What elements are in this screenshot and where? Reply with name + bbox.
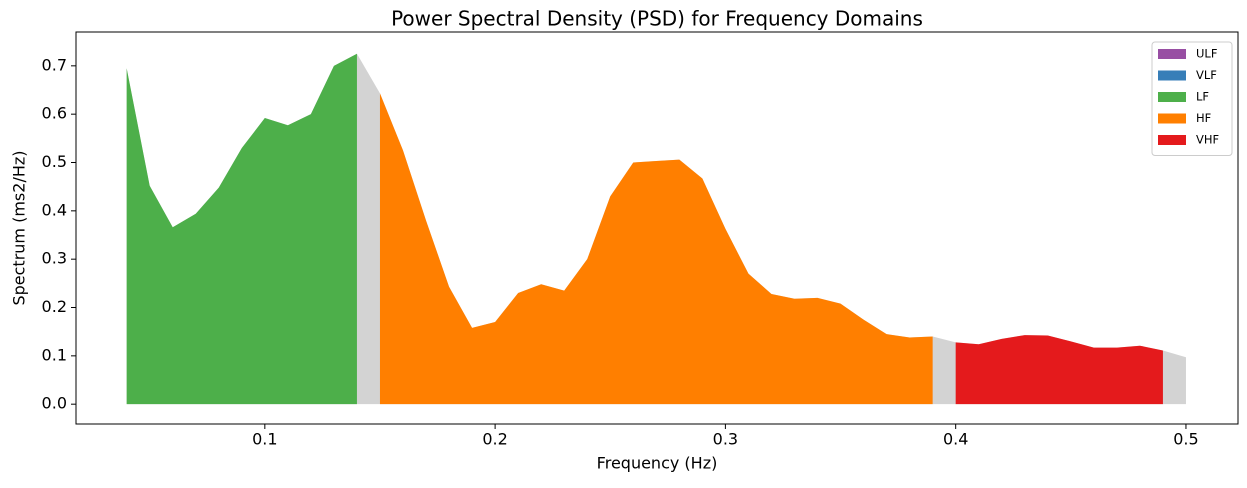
- legend-label: VHF: [1196, 133, 1219, 147]
- legend-swatch: [1158, 92, 1186, 102]
- band-area: [955, 335, 1163, 405]
- y-tick-label: 0.5: [42, 152, 67, 171]
- legend-label: LF: [1196, 90, 1209, 104]
- y-tick-label: 0.2: [42, 297, 67, 316]
- band-area: [126, 53, 357, 405]
- y-tick-label: 0.1: [42, 345, 67, 364]
- legend-swatch: [1158, 135, 1186, 145]
- x-tick-label: 0.5: [1173, 430, 1198, 449]
- legend-label: ULF: [1196, 47, 1217, 61]
- x-tick-label: 0.1: [252, 430, 277, 449]
- legend-label: HF: [1196, 111, 1211, 125]
- legend-label: VLF: [1196, 68, 1217, 82]
- x-tick-label: 0.2: [482, 430, 507, 449]
- x-axis-label: Frequency (Hz): [597, 454, 718, 473]
- legend: ULF VLF LF HF VHF: [1151, 41, 1233, 156]
- legend-swatch: [1158, 70, 1186, 81]
- legend-swatch: [1158, 49, 1186, 59]
- chart-title: Power Spectral Density (PSD) for Frequen…: [391, 7, 923, 31]
- y-tick-label: 0.7: [42, 55, 67, 74]
- x-tick-label: 0.4: [943, 430, 968, 449]
- legend-swatch: [1158, 113, 1186, 124]
- band-area: [379, 93, 933, 405]
- y-tick-label: 0.4: [42, 200, 67, 219]
- plot-frame: [75, 31, 1239, 425]
- y-tick-label: 0.3: [42, 249, 67, 268]
- x-tick-label: 0.3: [713, 430, 738, 449]
- y-tick-label: 0.6: [42, 104, 67, 123]
- y-axis-label: Spectrum (ms2/Hz): [10, 150, 29, 305]
- legend-box: [1151, 41, 1233, 156]
- y-tick-label: 0.0: [42, 394, 67, 413]
